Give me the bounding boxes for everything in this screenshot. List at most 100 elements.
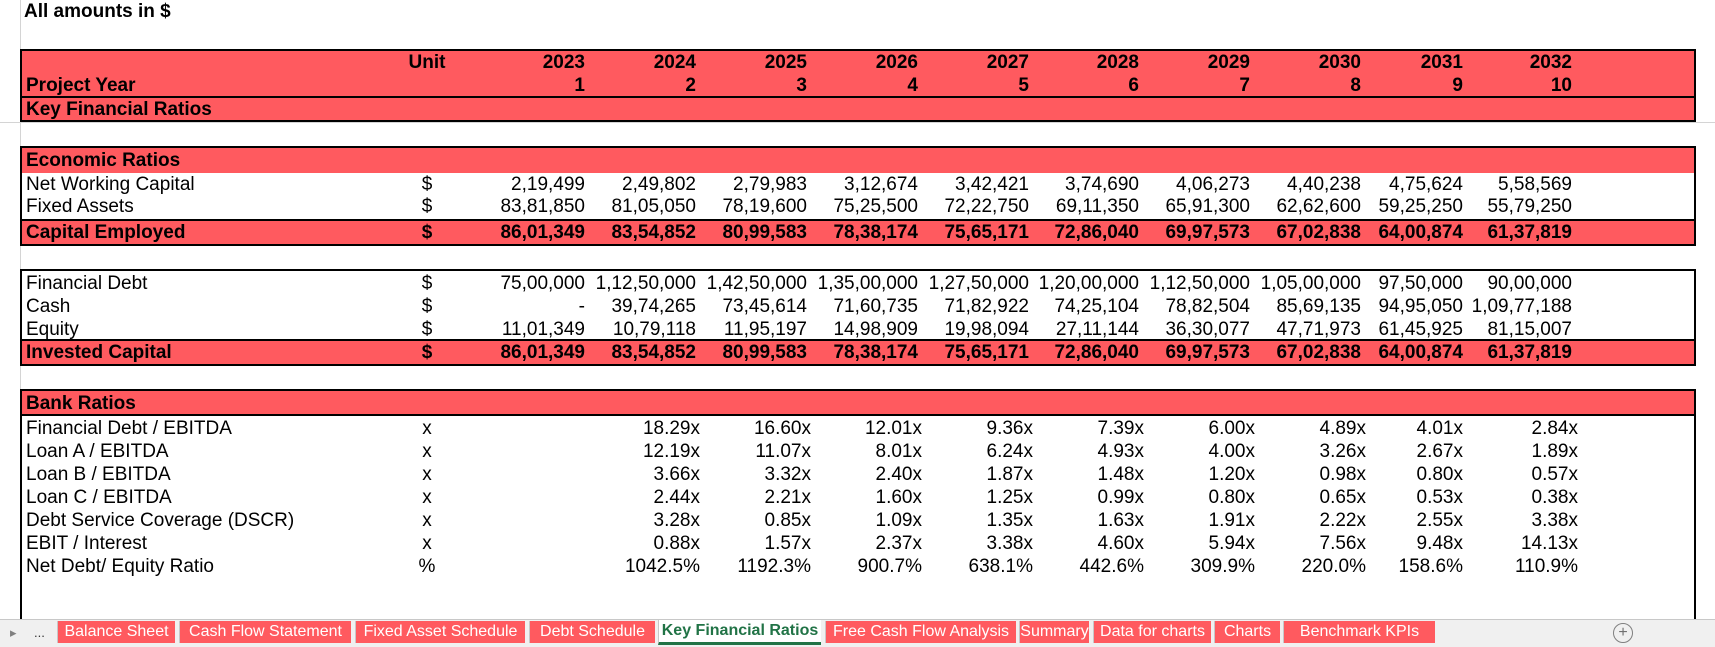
bank-ratios-header[interactable]: Bank Ratios [20,389,1696,416]
bank-row-1-value-5: 6.24x [986,441,1033,462]
year-2032: 2032 [1529,52,1572,73]
bank-row-2-value-5: 1.87x [986,464,1033,485]
bank-row-4-label: Debt Service Coverage (DSCR) [26,510,295,531]
invested-row-2-value-5: 19,98,094 [944,319,1029,340]
economic-ratios-title: Economic Ratios [26,150,181,171]
bank-row-1-value-8: 3.26x [1319,441,1366,462]
invested-row-0-value-10: 90,00,000 [1487,273,1572,294]
economic-row-1-label: Fixed Assets [26,196,134,217]
bank-row-0-value-6: 7.39x [1097,418,1144,439]
bank-row-6-value-9: 158.6% [1398,556,1463,577]
sheet-tab-free-cash-flow-analysis[interactable]: Free Cash Flow Analysis [825,621,1016,643]
invested-row-2-value-9: 61,45,925 [1378,319,1463,340]
bank-row-4-value-8: 2.22x [1319,510,1366,531]
year-2024: 2024 [653,52,696,73]
invested-capital-row-0-value-8: 67,02,838 [1276,342,1361,363]
capital-employed-row-0-label: Capital Employed [26,222,186,243]
bank-row-1-value-4: 8.01x [875,441,922,462]
sheet-tab-key-financial-ratios[interactable]: Key Financial Ratios [658,620,821,645]
capital-employed-row-0-value-8: 67,02,838 [1276,222,1361,243]
capital-employed-row[interactable]: Capital Employed $86,01,349 83,54,852 80,99… [20,219,1696,246]
bank-row-1-value-2: 12.19x [642,441,700,462]
invested-capital-row[interactable]: Invested Capital $86,01,349 83,54,852 80,99… [20,339,1696,366]
sheet-tab-charts[interactable]: Charts [1214,621,1280,643]
invested-row-1-value-10: 1,09,77,188 [1471,296,1572,317]
year-2028: 2028 [1096,52,1139,73]
economic-row-1-value-9: 59,25,250 [1378,196,1463,217]
invested-row-2-value-6: 27,11,144 [1055,319,1139,340]
sheet-tab-balance-sheet[interactable]: Balance Sheet [57,621,175,643]
bank-row-2-value-10: 0.57x [1531,464,1578,485]
economic-row-1-value-8: 62,62,600 [1276,196,1361,217]
bank-row-4-value-2: 3.28x [653,510,700,531]
sheet-tab-debt-schedule[interactable]: Debt Schedule [529,621,655,643]
bank-row-6-label: Net Debt/ Equity Ratio [26,556,214,577]
invested-row-1-value-6: 74,25,104 [1054,296,1139,317]
invested-row-2-value-1: 11,01,349 [501,319,585,340]
bank-row-3-value-2: 2.44x [653,487,700,508]
more-tabs-button[interactable]: ... [34,625,45,640]
invested-row-0-value-1: 75,00,000 [500,273,585,294]
invested-row-1-value-1: - [578,296,585,317]
invested-row-1-value-2: 39,74,265 [611,296,696,317]
sheet-tab-summary[interactable]: Summary [1019,621,1089,643]
amounts-note[interactable]: All amounts in $ [24,1,171,22]
bank-row-5-label: EBIT / Interest [26,533,148,554]
project-year-9: 9 [1452,75,1463,96]
header-row-year[interactable]: Unit Project Year 2023 1 2024 2 2025 3 2026 4 20… [20,49,1696,98]
capital-employed-row-0-value-9: 64,00,874 [1378,222,1463,243]
bank-row-6-value-8: 220.0% [1301,556,1366,577]
invested-capital-row-0-value-10: 61,37,819 [1487,342,1572,363]
sheet-tab-benchmark-kpis[interactable]: Benchmark KPIs [1283,621,1435,643]
spreadsheet-grid[interactable]: All amounts in $ Unit Project Year 2023 1… [0,0,1715,620]
economic-row-1-value-3: 78,19,600 [722,196,807,217]
project-year-10: 10 [1550,75,1572,96]
sheet-tab-cash-flow-statement[interactable]: Cash Flow Statement [179,621,351,643]
economic-row-1-value-5: 72,22,750 [944,196,1029,217]
invested-rows: Financial Debt $75,00,000 1,12,50,000 1,42,… [20,269,1696,340]
scroll-left-icon[interactable]: ▸ [10,625,17,640]
bank-row-0-unit: x [422,418,432,439]
bank-rows: Financial Debt / EBITDA x 18.29x 16.60x 12.0… [20,414,1696,620]
bank-row-2-value-4: 2.40x [875,464,922,485]
bank-row-0-value-2: 18.29x [642,418,700,439]
bank-row-3-value-9: 0.53x [1416,487,1463,508]
bank-row-2-value-6: 1.48x [1097,464,1144,485]
bank-row-4-value-4: 1.09x [875,510,922,531]
invested-capital-row-0-value-7: 69,97,573 [1165,342,1250,363]
capital-employed-row-0-value-5: 75,65,171 [944,222,1029,243]
bank-row-4-value-10: 3.38x [1531,510,1578,531]
invested-capital-row-0-value-2: 83,54,852 [611,342,696,363]
sheet-tab-bar: ▸ ... Balance Sheet Cash Flow Statement Fi… [0,619,1715,647]
capital-employed-row-0-value-6: 72,86,040 [1054,222,1139,243]
bank-row-2-value-7: 1.20x [1208,464,1255,485]
economic-row-1-value-1: 83,81,850 [500,196,585,217]
economic-row-1-value-10: 55,79,250 [1487,196,1572,217]
economic-row-0-value-7: 4,06,273 [1176,174,1250,195]
bank-row-6-value-10: 110.9% [1514,556,1578,577]
bank-row-6-value-7: 309.9% [1190,556,1255,577]
bank-row-1-label: Loan A / EBITDA [26,441,169,462]
section-key-financial-ratios[interactable]: Key Financial Ratios [20,96,1696,122]
bank-row-2-label: Loan B / EBITDA [26,464,171,485]
economic-row-1-unit: $ [421,196,433,217]
bank-row-0-value-9: 4.01x [1416,418,1463,439]
bank-row-5-value-5: 3.38x [986,533,1033,554]
bank-row-3-value-10: 0.38x [1531,487,1578,508]
sheet-tab-fixed-asset-schedule[interactable]: Fixed Asset Schedule [355,621,525,643]
bank-row-4-value-9: 2.55x [1416,510,1463,531]
sheet-tab-data-for-charts[interactable]: Data for charts [1093,621,1211,643]
project-year-8: 8 [1350,75,1361,96]
add-sheet-icon[interactable]: + [1613,623,1633,643]
invested-row-1-label: Cash [26,296,71,317]
bank-row-1-value-3: 11.07x [755,441,811,462]
year-2023: 2023 [542,52,585,73]
bank-row-1-value-9: 2.67x [1416,441,1463,462]
economic-ratios-header[interactable]: Economic Ratios [20,146,1696,173]
invested-row-0-value-9: 97,50,000 [1378,273,1463,294]
economic-row-1-value-4: 75,25,500 [833,196,918,217]
bank-row-5-value-9: 9.48x [1416,533,1463,554]
year-2027: 2027 [986,52,1029,73]
bank-ratios-title: Bank Ratios [26,393,136,414]
economic-row-0-value-6: 3,74,690 [1065,174,1139,195]
